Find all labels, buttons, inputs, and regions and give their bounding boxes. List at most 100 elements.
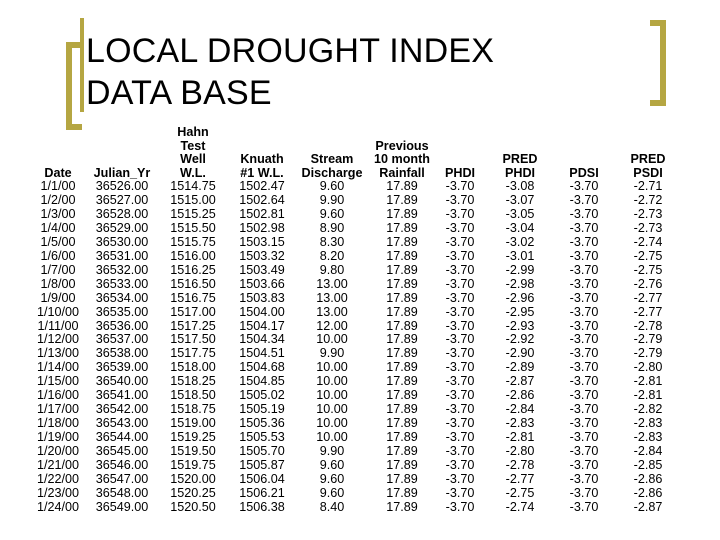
table-cell-pred-psdi: -2.77 [633,304,663,319]
table-cell-knuath-1-wl: 1504.00 [239,304,285,319]
table-cell-previous-10-month-rainfall: 17.89 [386,388,418,403]
table-cell-phdi: -3.70 [445,248,475,263]
table-cell-phdi: -3.70 [445,220,475,235]
table-cell-julian-yr: 36545.00 [95,444,149,459]
table-cell-pdsi: -3.70 [569,220,599,235]
table-cell-stream-discharge: 9.60 [319,472,345,487]
table-cell-julian-yr: 36549.00 [95,499,149,514]
table-row: 1/3/00 36528.00 1515.25 1502.81 9.60 17.89 -3.… [30,206,684,222]
table-cell-stream-discharge: 9.90 [319,192,345,207]
table-cell-knuath-1-wl: 1502.47 [239,179,285,193]
table-cell-pred-phdi: -2.86 [505,388,535,403]
table-cell-previous-10-month-rainfall: 17.89 [386,430,418,445]
table-cell-julian-yr: 36533.00 [95,276,149,291]
table-cell-pdsi: -3.70 [569,206,599,221]
table-cell-phdi: -3.70 [445,332,475,347]
table-cell-date: 1/20/00 [36,444,80,459]
table-cell-pdsi: -3.70 [569,374,599,389]
table-cell-hahn-test-well-wl: 1516.25 [170,262,216,277]
table-cell-pdsi: -3.70 [569,458,599,473]
table-cell-pdsi: -3.70 [569,472,599,487]
table-cell-pred-psdi: -2.75 [633,262,663,277]
table-row: 1/13/00 36538.00 1517.75 1504.51 9.90 17.89 -3… [30,346,684,361]
slide-title-line-1: LOCAL DROUGHT INDEX [86,32,495,70]
table-cell-knuath-1-wl: 1503.83 [239,290,285,305]
table-row: 1/6/00 36531.00 1516.00 1503.32 8.20 17.89 -3.… [30,248,684,264]
table-cell-knuath-1-wl: 1505.36 [239,416,285,431]
table-cell-hahn-test-well-wl: 1520.50 [170,499,216,514]
table-cell-julian-yr: 36527.00 [95,192,149,207]
table-cell-previous-10-month-rainfall: 17.89 [386,234,418,249]
table-cell-date: 1/5/00 [40,234,76,249]
table-cell-date: 1/18/00 [36,416,80,431]
table-cell-knuath-1-wl: 1506.38 [239,499,285,514]
table-cell-stream-discharge: 10.00 [316,388,348,403]
table-cell-hahn-test-well-wl: 1518.25 [170,374,216,389]
table-cell-pred-phdi: -2.95 [505,304,535,319]
table-cell-pdsi: -3.70 [569,276,599,291]
table-cell-previous-10-month-rainfall: 17.89 [386,290,418,305]
table-cell-julian-yr: 36538.00 [95,346,149,361]
table-cell-date: 1/24/00 [36,499,80,514]
column-header-date: Date [44,165,72,180]
table-cell-pdsi: -3.70 [569,234,599,249]
table-cell-pdsi: -3.70 [569,290,599,305]
table-cell-previous-10-month-rainfall: 17.89 [386,262,418,277]
table-cell-knuath-1-wl: 1502.98 [239,220,285,235]
table-cell-previous-10-month-rainfall: 17.89 [386,416,418,431]
table-cell-knuath-1-wl: 1506.21 [239,485,285,500]
table-cell-knuath-1-wl: 1504.34 [239,332,285,347]
table-cell-stream-discharge: 9.60 [319,179,345,193]
column-header-pred-phdi: PRED PHDI [502,152,538,180]
table-cell-pred-psdi: -2.79 [633,332,663,347]
table-cell-previous-10-month-rainfall: 17.89 [386,402,418,417]
table-cell-hahn-test-well-wl: 1519.00 [170,416,216,431]
table-cell-phdi: -3.70 [445,234,475,249]
table-cell-date: 1/17/00 [36,402,80,417]
table-cell-pred-phdi: -2.84 [505,402,535,417]
table-cell-pdsi: -3.70 [569,485,599,500]
table-cell-pred-phdi: -2.78 [505,458,535,473]
table-cell-previous-10-month-rainfall: 17.89 [386,346,418,361]
table-row: 1/22/00 36547.00 1520.00 1506.04 9.60 17.89 -3… [30,472,684,487]
table-cell-knuath-1-wl: 1506.04 [239,472,285,487]
table-cell-pred-psdi: -2.73 [633,220,663,235]
table-cell-knuath-1-wl: 1505.53 [239,430,285,445]
table-cell-julian-yr: 36542.00 [95,402,149,417]
table-header-row: Date Julian_Yr Hahn Test Well W.L. Knuath #… [30,125,684,180]
table-cell-pdsi: -3.70 [569,179,599,193]
table-cell-previous-10-month-rainfall: 17.89 [386,318,418,333]
table-cell-stream-discharge: 13.00 [316,290,348,305]
table-cell-date: 1/10/00 [36,304,80,319]
table-cell-julian-yr: 36529.00 [95,220,149,235]
table-row: 1/23/00 36548.00 1520.25 1506.21 9.60 17.89 -3… [30,485,684,501]
table-cell-stream-discharge: 10.00 [316,374,348,389]
column-header-stream-discharge: Stream Discharge [301,152,363,180]
column-header-hahn-test-well-wl: Hahn Test Well W.L. [177,125,209,180]
table-cell-phdi: -3.70 [445,304,475,319]
table-row: 1/7/00 36532.00 1516.25 1503.49 9.80 17.89 -3.… [30,262,684,278]
slide-title-line-2: DATA BASE [86,74,272,112]
table-cell-phdi: -3.70 [445,444,475,459]
table-cell-julian-yr: 36528.00 [95,206,149,221]
table-cell-previous-10-month-rainfall: 17.89 [386,248,418,263]
table-cell-previous-10-month-rainfall: 17.89 [386,360,418,375]
column-header-knuath-1-wl: Knuath #1 W.L. [240,152,284,180]
table-cell-phdi: -3.70 [445,179,475,193]
table-cell-stream-discharge: 10.00 [316,402,348,417]
table-cell-knuath-1-wl: 1503.15 [239,234,285,249]
table-cell-date: 1/4/00 [40,220,76,235]
table-cell-julian-yr: 36534.00 [95,290,149,305]
table-cell-phdi: -3.70 [445,374,475,389]
table-cell-hahn-test-well-wl: 1519.25 [170,430,216,445]
table-cell-previous-10-month-rainfall: 17.89 [386,374,418,389]
table-row: 1/9/00 36534.00 1516.75 1503.83 13.00 17.89 -3… [30,290,684,306]
table-cell-pred-psdi: -2.87 [633,499,663,514]
table-cell-pred-psdi: -2.84 [633,444,663,459]
table-cell-stream-discharge: 9.80 [319,262,345,277]
table-row: 1/10/00 36535.00 1517.00 1504.00 13.00 17.89 -… [30,304,684,320]
table-cell-previous-10-month-rainfall: 17.89 [386,206,418,221]
table-cell-hahn-test-well-wl: 1517.50 [170,332,216,347]
table-cell-pred-phdi: -2.74 [505,499,535,514]
table-cell-phdi: -3.70 [445,458,475,473]
